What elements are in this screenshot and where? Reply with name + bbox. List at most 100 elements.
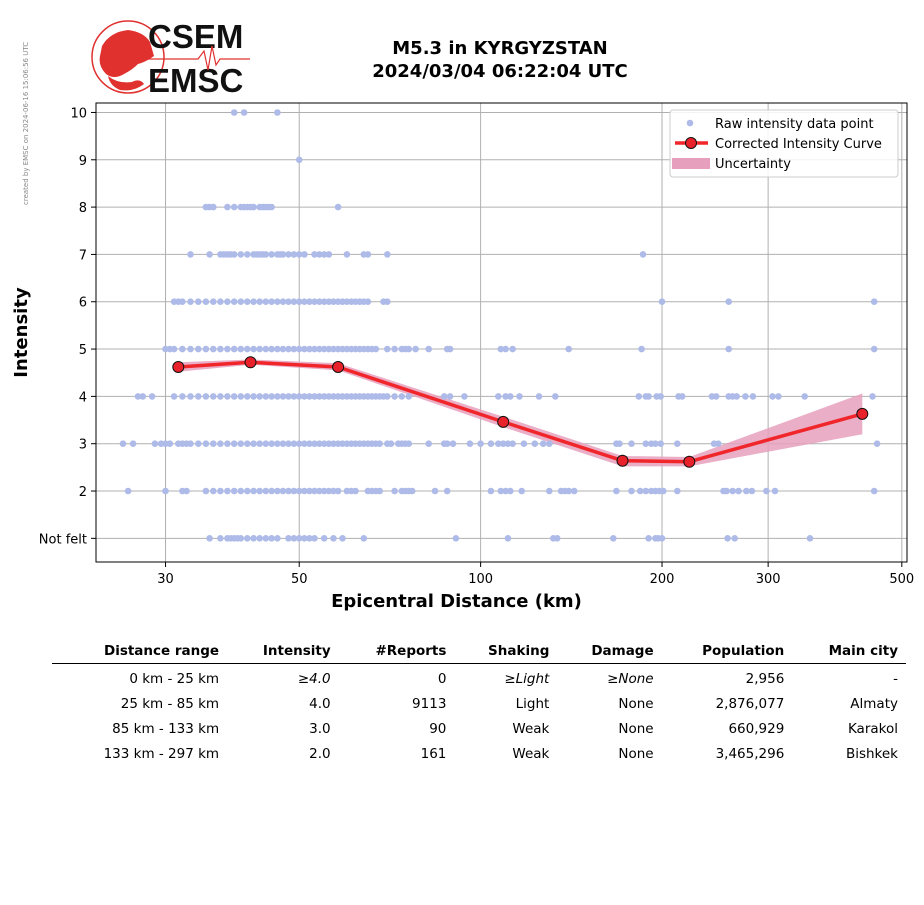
raw-data-point bbox=[477, 440, 484, 448]
raw-data-point bbox=[325, 440, 333, 448]
raw-data-point bbox=[290, 487, 298, 495]
header-damage: Damage bbox=[557, 641, 662, 664]
raw-data-point bbox=[301, 535, 308, 542]
raw-data-point bbox=[384, 393, 391, 400]
raw-data-point bbox=[256, 487, 264, 495]
cell-city: Almaty bbox=[850, 695, 898, 712]
cell-reports: 161 bbox=[420, 745, 447, 762]
raw-data-point bbox=[134, 393, 142, 400]
uncertainty-area bbox=[178, 359, 863, 467]
raw-data-point bbox=[124, 487, 132, 495]
raw-data-point bbox=[195, 393, 202, 400]
raw-data-point bbox=[502, 345, 509, 353]
raw-data-point bbox=[869, 393, 876, 400]
raw-data-point bbox=[638, 345, 645, 353]
raw-data-point bbox=[262, 393, 270, 400]
raw-data-point bbox=[250, 487, 257, 495]
corrected-curve-marker bbox=[244, 356, 257, 369]
cell-shaking: Weak bbox=[512, 720, 550, 737]
raw-data-point bbox=[334, 203, 342, 211]
raw-data-point bbox=[339, 535, 346, 542]
raw-data-point bbox=[230, 440, 238, 448]
raw-data-point bbox=[301, 298, 308, 306]
raw-data-point bbox=[224, 487, 231, 495]
raw-data-point bbox=[230, 298, 238, 306]
raw-data-point bbox=[237, 487, 245, 495]
raw-data-point bbox=[217, 393, 224, 400]
raw-data-point bbox=[151, 440, 159, 448]
raw-data-point bbox=[237, 251, 245, 258]
raw-data-point bbox=[723, 487, 730, 495]
raw-data-point bbox=[187, 345, 194, 353]
raw-data-point bbox=[301, 487, 308, 495]
raw-data-point bbox=[657, 393, 664, 400]
raw-data-point bbox=[398, 393, 406, 400]
raw-data-point bbox=[206, 535, 213, 542]
raw-data-point bbox=[202, 345, 210, 353]
x-tick-label: 100 bbox=[468, 572, 493, 587]
raw-data-point bbox=[250, 203, 257, 211]
raw-data-point bbox=[295, 535, 303, 542]
raw-data-point bbox=[306, 345, 313, 353]
corrected-curve-marker bbox=[497, 415, 510, 428]
raw-data-point bbox=[311, 487, 318, 495]
raw-data-point bbox=[119, 440, 127, 448]
raw-data-point bbox=[262, 535, 270, 542]
cell-intensity: ≥4.0 bbox=[297, 670, 331, 687]
logo-csem-text: CSEM bbox=[148, 18, 243, 55]
raw-data-point bbox=[408, 487, 416, 495]
raw-data-point bbox=[311, 251, 318, 258]
raw-data-point bbox=[262, 440, 270, 448]
raw-data-point bbox=[546, 440, 553, 448]
raw-data-point bbox=[565, 487, 572, 495]
header-distance-range: Distance range bbox=[52, 641, 228, 664]
raw-data-point bbox=[502, 393, 509, 400]
raw-data-point bbox=[224, 298, 231, 306]
cell-population: 2,876,077 bbox=[715, 695, 785, 712]
cell-range: 0 km - 25 km bbox=[129, 670, 220, 687]
raw-data-point bbox=[531, 440, 539, 448]
raw-data-point bbox=[268, 345, 275, 353]
raw-data-point bbox=[237, 393, 245, 400]
table-row: 133 km - 297 km 2.0 161 Weak None 3,465,… bbox=[52, 741, 906, 766]
legend-curve-marker bbox=[685, 137, 697, 149]
legend-label: Corrected Intensity Curve bbox=[715, 137, 882, 152]
raw-data-point bbox=[268, 393, 275, 400]
intensity-summary-table: Distance range Intensity #Reports Shakin… bbox=[52, 641, 906, 766]
raw-data-point bbox=[660, 487, 667, 495]
raw-data-point bbox=[507, 393, 514, 400]
plot-frame bbox=[95, 102, 908, 563]
legend-box bbox=[669, 109, 899, 178]
raw-data-point bbox=[295, 156, 303, 164]
raw-data-point bbox=[162, 487, 169, 495]
y-tick-label: Not felt bbox=[39, 532, 87, 547]
raw-data-point bbox=[742, 393, 749, 400]
raw-data-point bbox=[268, 440, 275, 448]
cell-shaking: Light bbox=[515, 695, 550, 712]
raw-data-point bbox=[290, 345, 298, 353]
raw-data-point bbox=[495, 393, 502, 400]
raw-data-point bbox=[230, 109, 238, 116]
cell-range: 85 km - 133 km bbox=[112, 720, 220, 737]
y-axis-label: Intensity bbox=[11, 287, 32, 378]
raw-data-point bbox=[725, 298, 732, 306]
raw-data-point bbox=[504, 440, 512, 448]
raw-data-point bbox=[268, 203, 275, 211]
raw-data-point bbox=[244, 251, 251, 258]
raw-data-point bbox=[301, 251, 308, 258]
raw-data-point bbox=[237, 345, 245, 353]
chart-title-line-2: 2024/03/04 06:22:04 UTC bbox=[372, 61, 628, 82]
y-tick-label: 9 bbox=[79, 154, 87, 169]
y-tick-label: 10 bbox=[70, 106, 87, 121]
raw-data-point bbox=[250, 345, 257, 353]
cell-intensity: 4.0 bbox=[309, 695, 331, 712]
raw-data-point bbox=[461, 393, 468, 400]
raw-data-point bbox=[360, 535, 368, 542]
raw-data-point bbox=[553, 535, 561, 542]
raw-data-point bbox=[250, 298, 257, 306]
raw-data-point bbox=[202, 487, 210, 495]
raw-data-point bbox=[179, 345, 186, 353]
raw-data-point bbox=[129, 440, 137, 448]
cell-reports: 9113 bbox=[412, 695, 447, 712]
cell-city: - bbox=[893, 670, 898, 687]
